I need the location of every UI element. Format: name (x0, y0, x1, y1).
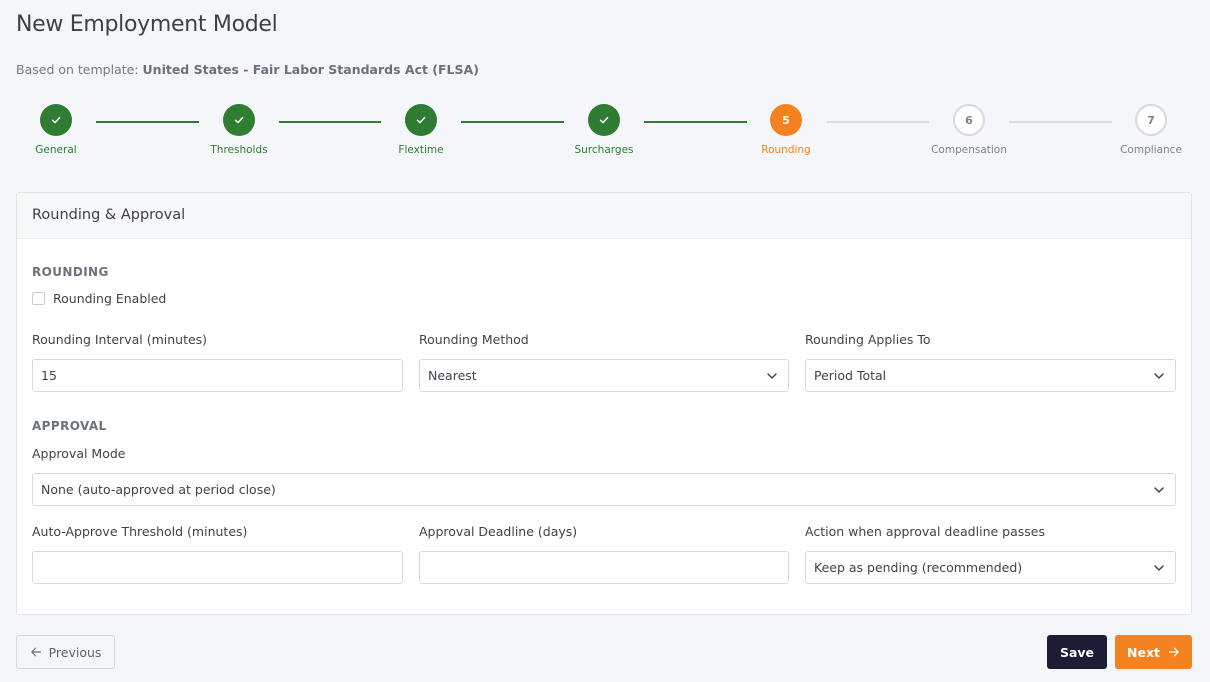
rounding-interval-label: Rounding Interval (minutes) (32, 332, 208, 347)
rounding-interval-input[interactable]: 15 (32, 359, 403, 392)
step-label: Surcharges (574, 144, 634, 156)
previous-label: Previous (48, 644, 102, 660)
check-icon (416, 116, 426, 124)
step-connector (461, 121, 564, 123)
step-number: 7 (1135, 104, 1167, 136)
rounding-section-title: ROUNDING (32, 265, 109, 279)
step-connector (1009, 121, 1112, 123)
auto-approve-threshold-input[interactable] (32, 551, 403, 584)
step-flextime[interactable]: Flextime (366, 104, 476, 156)
rounding-enabled-row[interactable]: Rounding Enabled (32, 291, 166, 306)
step-surcharges[interactable]: Surcharges (549, 104, 659, 156)
rounding-applies-value: Period Total (814, 368, 887, 383)
check-icon (51, 116, 61, 124)
rounding-applies-select[interactable]: Period Total (805, 359, 1176, 392)
check-icon (599, 116, 609, 124)
rounding-method-select[interactable]: Nearest (419, 359, 789, 392)
rounding-approval-card: Rounding & Approval ROUNDING Rounding En… (16, 192, 1192, 615)
step-circle (405, 104, 437, 136)
arrow-left-icon (30, 647, 41, 657)
card-title: Rounding & Approval (17, 193, 1191, 239)
approval-deadline-input[interactable] (419, 551, 789, 584)
step-connector (279, 121, 381, 123)
step-circle (223, 104, 255, 136)
step-compliance[interactable]: 7 Compliance (1096, 104, 1206, 156)
approval-deadline-label: Approval Deadline (days) (419, 524, 578, 539)
step-number: 5 (770, 104, 802, 136)
step-label: Compensation (931, 144, 1007, 156)
step-label: General (35, 144, 77, 156)
chevron-down-icon (1154, 565, 1164, 571)
step-connector (96, 121, 199, 123)
step-label: Thresholds (210, 144, 268, 156)
rounding-applies-label: Rounding Applies To (805, 332, 931, 347)
page-title: New Employment Model (16, 12, 278, 37)
rounding-enabled-checkbox[interactable] (32, 292, 45, 305)
chevron-down-icon (767, 373, 777, 379)
template-prefix: Based on template: (16, 62, 139, 77)
rounding-method-label: Rounding Method (419, 332, 529, 347)
chevron-down-icon (1154, 373, 1164, 379)
step-thresholds[interactable]: Thresholds (184, 104, 294, 156)
step-number: 6 (953, 104, 985, 136)
approval-section-title: APPROVAL (32, 419, 107, 433)
step-connector (644, 121, 747, 123)
auto-approve-threshold-label: Auto-Approve Threshold (minutes) (32, 524, 248, 539)
check-icon (234, 116, 244, 124)
deadline-action-value: Keep as pending (recommended) (814, 560, 1023, 575)
approval-mode-value: None (auto-approved at period close) (41, 482, 276, 497)
arrow-right-icon (1168, 647, 1179, 657)
step-compensation[interactable]: 6 Compensation (914, 104, 1024, 156)
rounding-method-value: Nearest (428, 368, 477, 383)
step-rounding[interactable]: 5 Rounding (731, 104, 841, 156)
step-circle (588, 104, 620, 136)
step-connector (827, 121, 929, 123)
save-button[interactable]: Save (1047, 635, 1107, 669)
template-name: United States - Fair Labor Standards Act… (142, 62, 479, 77)
step-general[interactable]: General (1, 104, 111, 156)
step-circle (40, 104, 72, 136)
previous-button[interactable]: Previous (16, 635, 115, 669)
next-button[interactable]: Next (1115, 635, 1192, 669)
rounding-enabled-label: Rounding Enabled (53, 291, 167, 306)
next-label: Next (1127, 644, 1160, 660)
wizard-stepper: General Thresholds Flextime Surcharges 5… (0, 104, 1210, 164)
step-label: Flextime (398, 144, 444, 156)
deadline-action-label: Action when approval deadline passes (805, 524, 1045, 539)
approval-mode-select[interactable]: None (auto-approved at period close) (32, 473, 1176, 506)
step-label: Rounding (761, 144, 811, 156)
chevron-down-icon (1154, 487, 1164, 493)
deadline-action-select[interactable]: Keep as pending (recommended) (805, 551, 1176, 584)
approval-mode-label: Approval Mode (32, 446, 126, 461)
template-info: Based on template: United States - Fair … (16, 62, 479, 77)
step-label: Compliance (1120, 144, 1182, 156)
